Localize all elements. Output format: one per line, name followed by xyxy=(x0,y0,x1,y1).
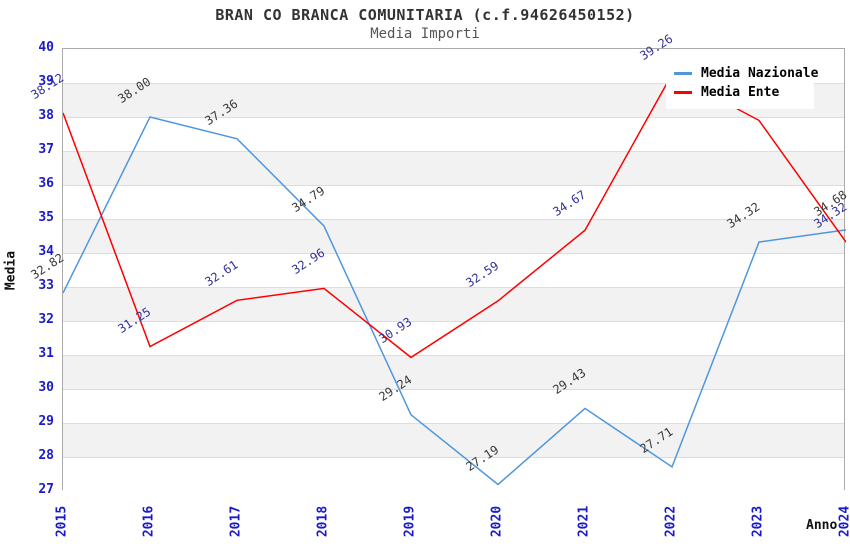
gridline xyxy=(63,219,844,220)
y-tick-label: 32 xyxy=(38,312,54,327)
legend-item-media-nazionale: Media Nazionale xyxy=(674,64,818,83)
chart-title: BRAN CO BRANCA COMUNITARIA (c.f.94626450… xyxy=(215,6,635,24)
plot-band xyxy=(63,423,844,457)
plot-band xyxy=(63,219,844,253)
x-tick-label: 2023 xyxy=(750,505,766,538)
y-tick-label: 38 xyxy=(38,108,54,123)
series-line-media-nazionale xyxy=(63,116,846,486)
legend: Media Nazionale Media Ente xyxy=(666,59,818,109)
x-tick-label: 2021 xyxy=(576,505,592,538)
y-tick-label: 37 xyxy=(38,142,54,157)
y-axis-title: Media xyxy=(3,250,19,291)
y-tick-label: 31 xyxy=(38,346,54,361)
plot-band xyxy=(63,287,844,321)
gridline xyxy=(63,321,844,322)
legend-swatch-media-ente-icon xyxy=(674,91,692,94)
legend-label-media-nazionale: Media Nazionale xyxy=(701,66,819,81)
gridline xyxy=(63,287,844,288)
chart-subtitle: Media Importi xyxy=(370,26,480,42)
gridline xyxy=(63,151,844,152)
y-tick-label: 40 xyxy=(38,40,54,55)
y-tick-label: 33 xyxy=(38,278,54,293)
y-tick-label: 36 xyxy=(38,176,54,191)
x-tick-label: 2016 xyxy=(141,505,157,538)
x-tick-label: 2020 xyxy=(489,505,505,538)
legend-swatch-media-nazionale-icon xyxy=(674,72,692,75)
x-tick-label: 2017 xyxy=(228,505,244,538)
plot-band xyxy=(63,117,844,151)
plot-band xyxy=(63,253,844,287)
plot-band xyxy=(63,457,844,491)
x-tick-label: 2019 xyxy=(402,505,418,538)
gridline xyxy=(63,117,844,118)
gridline xyxy=(63,185,844,186)
y-tick-label: 34 xyxy=(38,244,54,259)
gridline xyxy=(63,389,844,390)
gridline xyxy=(63,83,844,84)
plot-area xyxy=(62,48,846,491)
gridline xyxy=(63,253,844,254)
gridline xyxy=(63,355,844,356)
gridline xyxy=(63,457,844,458)
x-axis-title: Anno xyxy=(806,518,838,533)
x-tick-label: 2015 xyxy=(54,505,70,538)
plot-band xyxy=(63,185,844,219)
legend-item-media-ente: Media Ente xyxy=(674,83,814,102)
y-tick-label: 29 xyxy=(38,414,54,429)
x-tick-label: 2022 xyxy=(663,505,679,538)
y-tick-label: 28 xyxy=(38,448,54,463)
plot-band xyxy=(63,389,844,423)
y-tick-label: 27 xyxy=(38,482,54,497)
y-tick-label: 30 xyxy=(38,380,54,395)
y-tick-label: 35 xyxy=(38,210,54,225)
legend-label-media-ente: Media Ente xyxy=(701,85,780,100)
x-tick-label: 2018 xyxy=(315,505,331,538)
x-tick-label: 2024 xyxy=(837,505,850,538)
y-tick-label: 39 xyxy=(38,74,54,89)
plot-band xyxy=(63,151,844,185)
plot-band xyxy=(63,321,844,355)
gridline xyxy=(63,423,844,424)
